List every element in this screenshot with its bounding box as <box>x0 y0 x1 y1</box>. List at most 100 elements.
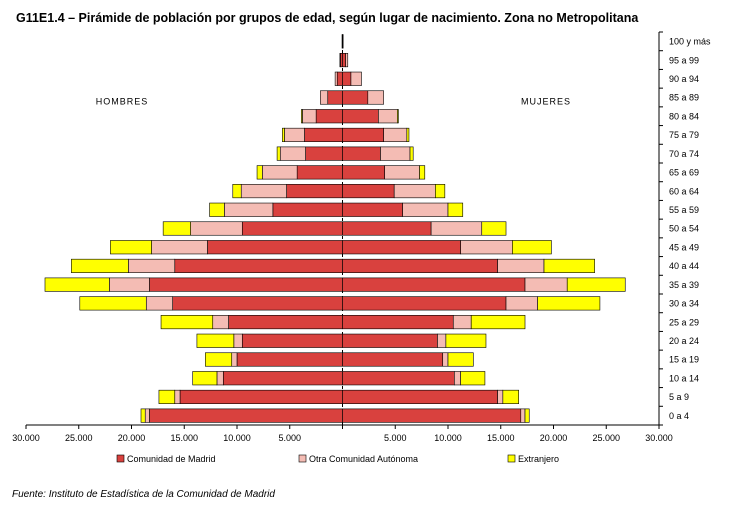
age-group-label: 80 a 84 <box>669 111 699 121</box>
age-group-label: 85 a 89 <box>669 93 699 103</box>
bar-hombres-otra <box>233 333 243 348</box>
bar-mujeres-otra <box>378 109 398 124</box>
bar-hombres-comunidad <box>172 296 343 311</box>
bar-hombres-comunidad <box>315 109 343 124</box>
legend-swatch-comunidad <box>116 454 125 463</box>
bar-mujeres-comunidad <box>342 352 444 367</box>
bar-hombres-otra <box>109 277 150 292</box>
bar-hombres-otra <box>224 202 274 217</box>
bar-hombres-otra <box>302 109 317 124</box>
bar-mujeres-otra <box>460 240 513 255</box>
legend-label-otra: Otra Comunidad Autónoma <box>309 454 418 464</box>
bar-mujeres-extranjero <box>409 146 414 161</box>
legend-swatch-extranjero <box>507 454 516 463</box>
bar-mujeres-extranjero <box>470 315 526 330</box>
bar-hombres-otra <box>144 408 150 423</box>
age-group-label: 40 a 44 <box>669 261 699 271</box>
bar-mujeres-extranjero <box>460 371 486 386</box>
bar-mujeres-extranjero <box>481 221 507 236</box>
bar-hombres-extranjero <box>44 277 110 292</box>
age-group-label: 10 a 14 <box>669 373 699 383</box>
bar-mujeres-extranjero <box>537 296 601 311</box>
bar-mujeres-extranjero <box>566 277 626 292</box>
bar-mujeres-comunidad <box>342 389 498 404</box>
bar-mujeres-extranjero <box>447 352 474 367</box>
bar-hombres-otra <box>284 127 305 142</box>
bar-mujeres-otra <box>505 296 538 311</box>
bar-hombres-comunidad <box>241 221 343 236</box>
bar-hombres-extranjero <box>196 333 235 348</box>
bar-hombres-otra <box>128 258 176 273</box>
bar-mujeres-comunidad <box>342 184 395 199</box>
bar-mujeres-otra <box>350 71 362 86</box>
legend-label-comunidad: Comunidad de Madrid <box>127 454 216 464</box>
bar-mujeres-otra <box>524 277 568 292</box>
bar-hombres-comunidad <box>327 90 343 105</box>
hombres-label: HOMBRES <box>96 97 149 107</box>
age-group-label: 25 a 29 <box>669 317 699 327</box>
age-group-label: 0 a 4 <box>669 411 689 421</box>
bar-hombres-comunidad <box>207 240 343 255</box>
labels-layer: 30.000 25.000 20.000 15.000 10.000 5.000 5.000… <box>12 37 711 443</box>
bar-mujeres-otra <box>497 258 545 273</box>
bar-hombres-extranjero <box>140 408 146 423</box>
age-group-label: 30 a 34 <box>669 299 699 309</box>
bar-hombres-comunidad <box>174 258 343 273</box>
bar-mujeres-comunidad <box>342 90 369 105</box>
mujeres-label: MUJERES <box>521 97 571 107</box>
bar-mujeres-otra <box>454 371 461 386</box>
bar-hombres-extranjero <box>276 146 281 161</box>
x-tick-label: 5.000 <box>384 433 407 443</box>
x-tick-label: 25.000 <box>65 433 93 443</box>
bar-hombres-comunidad <box>272 202 343 217</box>
bar-mujeres-extranjero <box>435 184 446 199</box>
age-group-label: 60 a 64 <box>669 186 699 196</box>
bar-mujeres-otra <box>452 315 472 330</box>
x-tick-label: 10.000 <box>434 433 462 443</box>
bar-hombres-comunidad <box>304 127 343 142</box>
bar-hombres-comunidad <box>228 315 343 330</box>
bar-hombres-otra <box>240 184 287 199</box>
bar-hombres-extranjero <box>209 202 225 217</box>
bar-hombres-extranjero <box>205 352 233 367</box>
bar-mujeres-comunidad <box>342 277 526 292</box>
bar-mujeres-extranjero <box>512 240 552 255</box>
x-tick-label: 30.000 <box>12 433 40 443</box>
bar-mujeres-extranjero <box>419 165 426 180</box>
bars-layer <box>44 34 626 423</box>
x-tick-label: 15.000 <box>487 433 515 443</box>
bar-hombres-comunidad <box>179 389 343 404</box>
bar-mujeres-otra <box>384 165 420 180</box>
age-group-label: 100 y más <box>669 37 711 47</box>
bar-hombres-extranjero <box>160 315 214 330</box>
bar-hombres-comunidad <box>149 277 343 292</box>
bar-hombres-otra <box>334 71 338 86</box>
bar-hombres-extranjero <box>282 127 285 142</box>
bar-hombres-comunidad <box>149 408 343 423</box>
bar-mujeres-otra <box>367 90 384 105</box>
x-tick-label: 15.000 <box>170 433 198 443</box>
bar-mujeres-otra <box>380 146 411 161</box>
bar-hombres-comunidad <box>305 146 343 161</box>
legend-swatch-otra <box>298 454 307 463</box>
bar-hombres-extranjero <box>71 258 129 273</box>
age-group-label: 65 a 69 <box>669 168 699 178</box>
chart-title: G11E1.4 – Pirámide de población por grup… <box>16 11 639 25</box>
bar-mujeres-comunidad <box>342 53 346 68</box>
bar-hombres-comunidad <box>286 184 343 199</box>
bar-mujeres-comunidad <box>342 165 386 180</box>
age-group-label: 50 a 54 <box>669 224 699 234</box>
bar-hombres-otra <box>320 90 329 105</box>
x-tick-label: 5.000 <box>278 433 301 443</box>
age-group-label: 15 a 19 <box>669 355 699 365</box>
bar-mujeres-comunidad <box>342 408 522 423</box>
bar-mujeres-otra <box>520 408 526 423</box>
bar-mujeres-comunidad <box>342 333 438 348</box>
age-group-label: 20 a 24 <box>669 336 699 346</box>
bar-mujeres-comunidad <box>342 240 461 255</box>
bar-hombres-comunidad <box>296 165 343 180</box>
bar-mujeres-otra <box>393 184 436 199</box>
bar-mujeres-comunidad <box>342 202 403 217</box>
x-tick-label: 20.000 <box>540 433 568 443</box>
